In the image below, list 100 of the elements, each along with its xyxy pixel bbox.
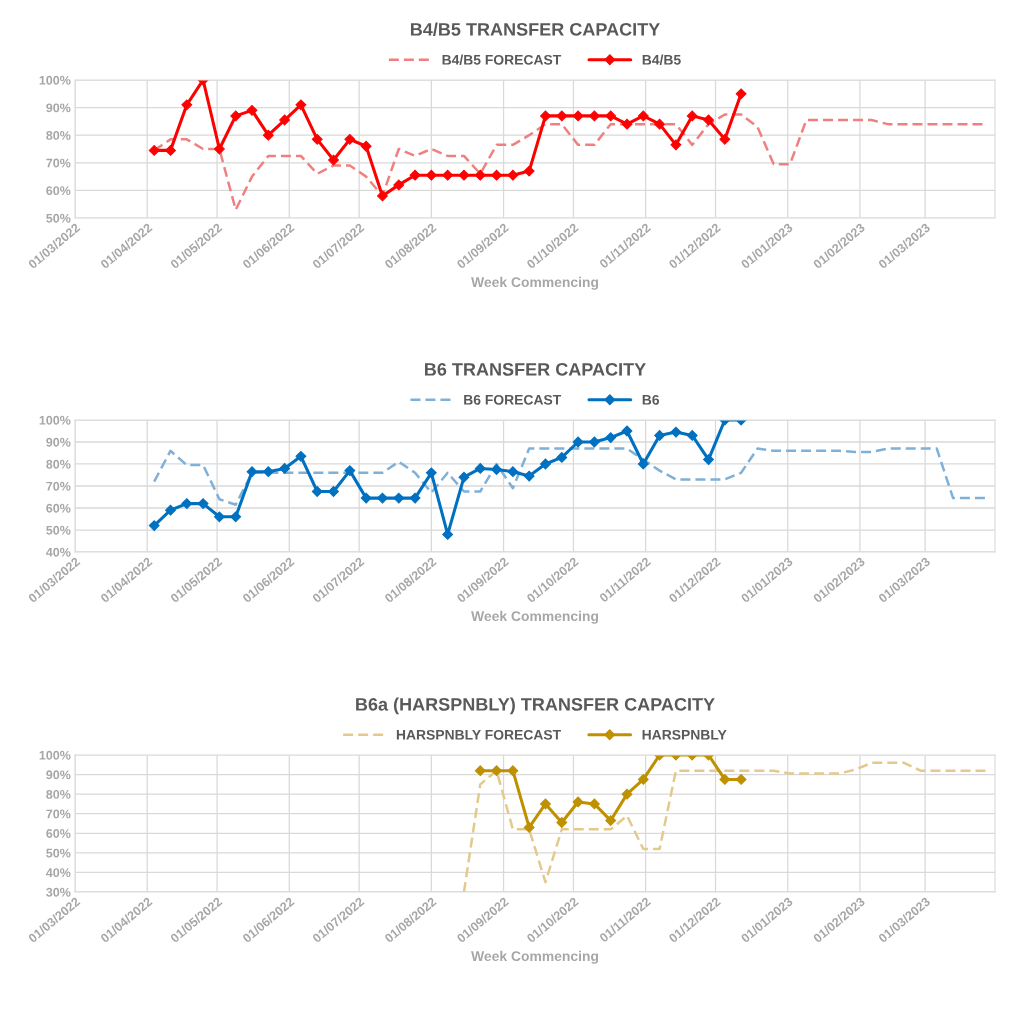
point [540,110,551,122]
y-tick-label: 60% [46,503,71,513]
x-axis-title: Week Commencing [471,950,599,964]
point [409,492,421,504]
point [507,765,519,777]
point [686,110,698,122]
x-axis-title: Week Commencing [471,610,599,624]
point [344,465,356,477]
point [703,454,714,466]
point [686,429,698,441]
point [458,169,470,181]
point [654,118,666,130]
point [670,139,682,151]
point [637,458,649,470]
point [523,821,535,833]
y-tick-label: 60% [46,829,71,838]
legend-label: HARSPNBLY FORECAST [396,729,561,740]
point [474,169,486,181]
point [523,470,535,482]
point [409,169,421,181]
point [523,165,535,177]
point [344,133,356,145]
y-tick-label: 70% [46,158,71,168]
point [540,798,551,810]
point [491,464,502,475]
y-tick-label: 60% [46,186,71,196]
point [588,798,600,810]
point [474,765,486,777]
point [605,432,617,444]
point [572,110,584,122]
point [425,169,437,181]
point [377,492,388,504]
point [540,458,551,470]
point [605,110,617,122]
point [507,169,519,181]
point [556,110,568,122]
point [360,492,372,504]
point [670,426,682,438]
point [572,436,584,448]
point [621,425,633,437]
point [279,462,291,474]
point [246,466,258,478]
point [279,114,291,126]
y-tick-label: 80% [46,789,71,799]
y-tick-label: 50% [46,848,71,858]
y-tick-label: 50% [46,213,71,223]
point [230,511,242,523]
point [328,486,339,497]
legend-label: HARSPNBLY [642,729,727,740]
y-tick-label: 80% [46,459,71,469]
point [213,143,225,155]
point [246,104,258,116]
y-tick-label: 100% [39,75,71,85]
y-tick-label: 40% [46,547,71,557]
point [491,765,502,777]
point [165,504,176,516]
point [148,520,160,532]
line-series [462,761,987,892]
point [328,154,339,166]
legend-label: B6 [642,394,660,405]
y-tick-label: 40% [46,868,71,878]
point [213,511,225,523]
point [621,788,633,800]
point [311,133,323,145]
point [377,190,388,202]
y-tick-label: 90% [46,437,71,447]
point [621,118,633,130]
point [262,466,274,478]
point [165,144,176,156]
point [458,471,470,483]
chart-title: B6 TRANSFER CAPACITY [425,362,646,376]
point [637,774,649,785]
point [442,169,454,181]
point [360,140,372,152]
point [295,450,307,462]
chart-title: B6a (HARSPNBLY) TRANSFER CAPACITY [356,697,715,715]
y-tick-label: 70% [46,481,71,491]
point [556,451,568,463]
y-tick-label: 80% [46,131,71,140]
point [735,88,747,100]
point [181,99,193,111]
y-tick-label: 90% [46,770,71,780]
legend-label: B4/B5 FORECAST [442,54,562,65]
point [474,462,486,474]
legend-label: B4/B5 [642,54,681,65]
point [425,467,437,479]
y-tick-label: 90% [46,103,71,113]
point [719,133,731,145]
point [605,815,617,826]
point [703,114,714,126]
point [295,99,307,111]
point [148,144,160,156]
point [572,796,584,808]
y-tick-label: 50% [46,525,71,535]
point [507,466,519,478]
legend-label: B6 FORECAST [464,394,562,405]
point [637,110,649,122]
point [491,169,502,181]
y-tick-label: 100% [39,415,71,425]
point [556,817,568,828]
